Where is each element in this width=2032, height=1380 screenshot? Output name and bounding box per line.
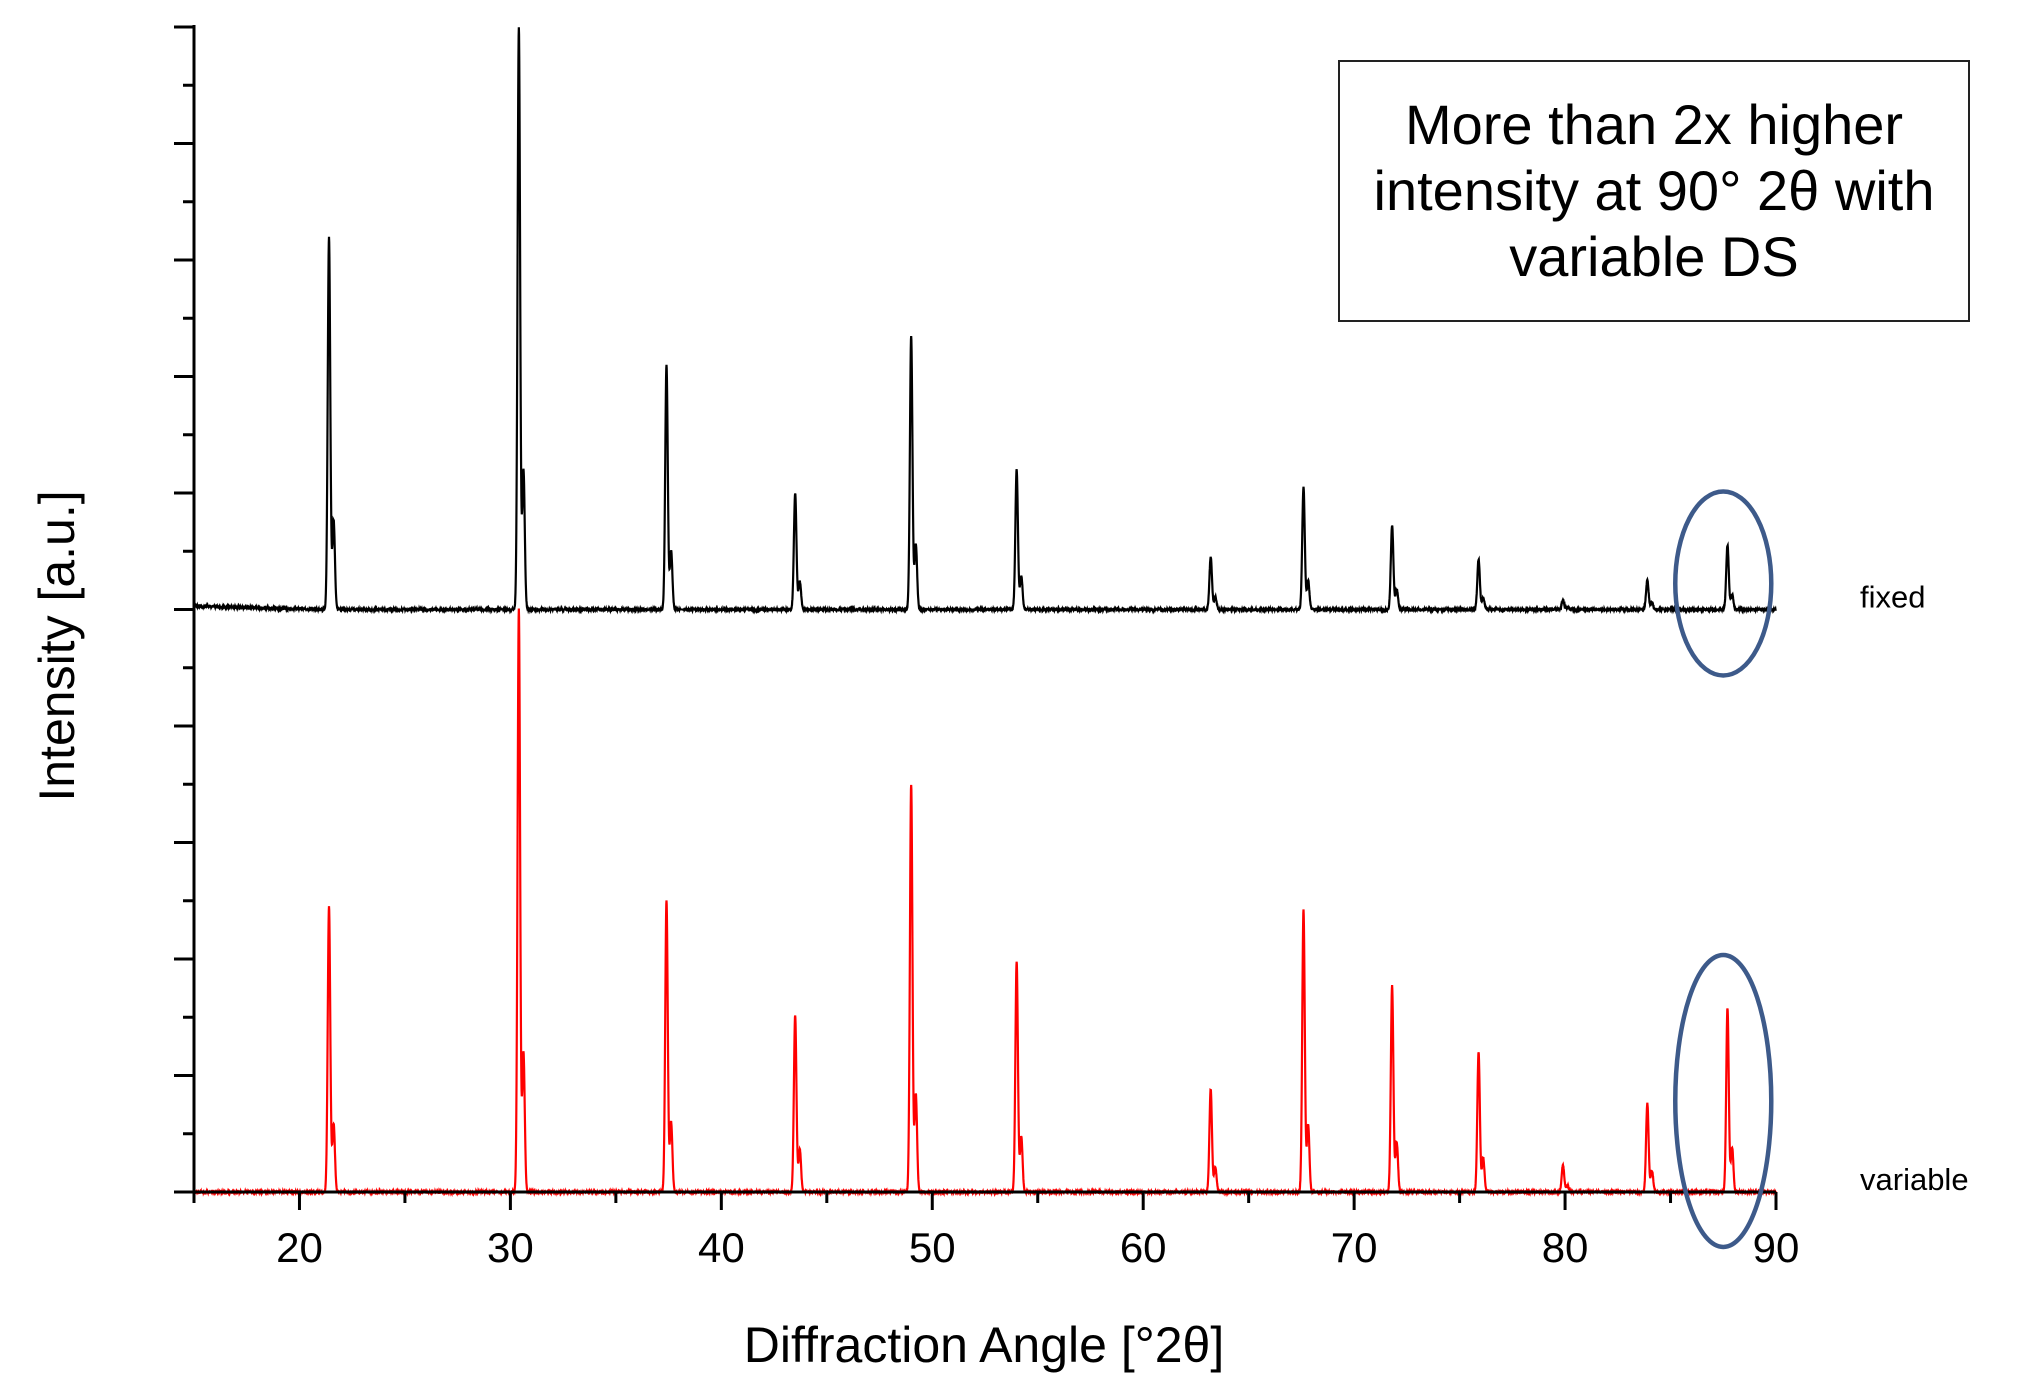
annotation-text: More than 2x higher intensity at 90° 2θ … xyxy=(1373,93,1935,288)
series-label-fixed: fixed xyxy=(1860,580,1925,615)
x-tick-label: 80 xyxy=(1542,1224,1589,1271)
highlight-ellipse-fixed xyxy=(1673,489,1774,678)
x-tick-label: 20 xyxy=(276,1224,323,1271)
x-tick-label: 70 xyxy=(1331,1224,1378,1271)
series-line-fixed xyxy=(193,27,1777,615)
x-tick-label: 90 xyxy=(1753,1224,1800,1271)
axes: 20 30 40 50 60 70 80 90 xyxy=(174,25,1799,1271)
x-tick-label: 30 xyxy=(487,1224,534,1271)
series-line-variable xyxy=(192,608,1778,1198)
x-axis-label: Diffraction Angle [°2θ] xyxy=(744,1317,1224,1373)
series-label-variable: variable xyxy=(1860,1162,1969,1197)
x-tick-label: 40 xyxy=(698,1224,745,1271)
highlight-ellipses xyxy=(1673,489,1774,1250)
x-tick-label: 60 xyxy=(1120,1224,1167,1271)
annotation-box: More than 2x higher intensity at 90° 2θ … xyxy=(1338,60,1970,322)
series-labels: fixed variable xyxy=(1860,580,1969,1198)
y-axis-label: Intensity [a.u.] xyxy=(29,490,85,801)
highlight-ellipse-variable xyxy=(1673,952,1774,1250)
x-tick-label: 50 xyxy=(909,1224,956,1271)
